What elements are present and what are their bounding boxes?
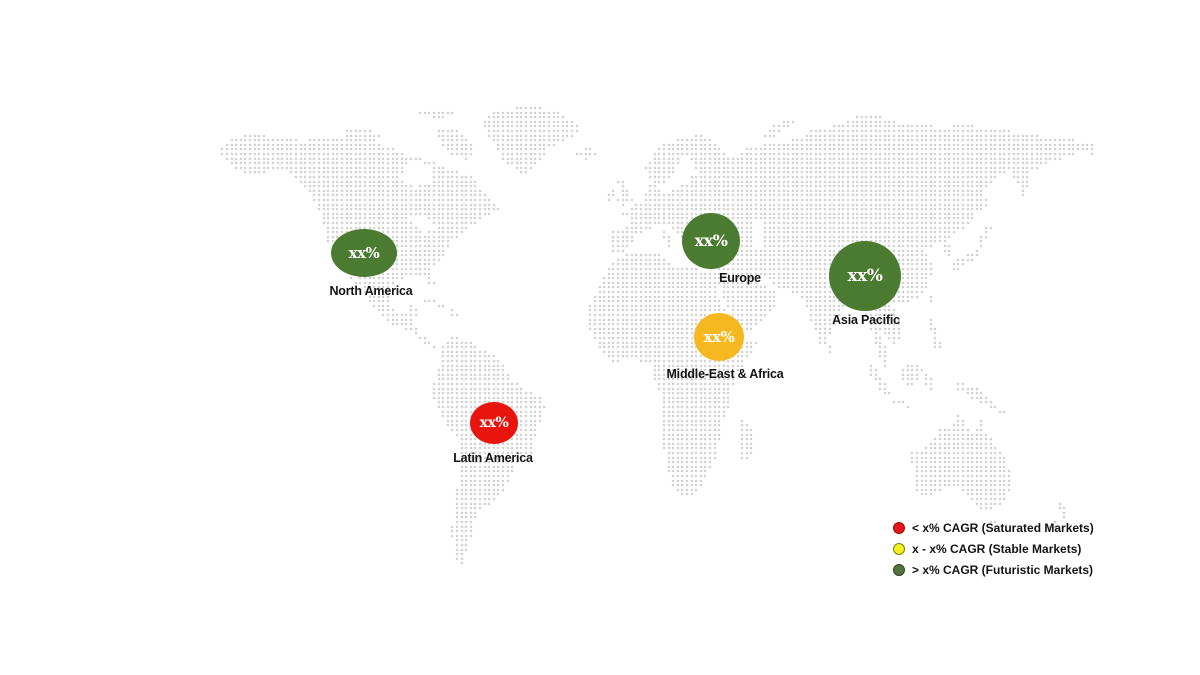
region-label-middle-east-africa: Middle-East & Africa — [666, 367, 784, 381]
region-value: xx% — [694, 231, 728, 250]
region-bubble-north-america: xx% — [331, 229, 397, 277]
legend-row: > x% CAGR (Futuristic Markets) — [893, 563, 1094, 577]
region-label-latin-america: Latin America — [453, 451, 533, 465]
legend-dot-icon — [893, 564, 905, 576]
legend-row: x - x% CAGR (Stable Markets) — [893, 542, 1094, 556]
region-value: xx% — [703, 327, 735, 346]
legend-dot-icon — [893, 522, 905, 534]
cagr-legend: < x% CAGR (Saturated Markets) x - x% CAGR… — [893, 521, 1094, 577]
region-label-asia-pacific: Asia Pacific — [832, 313, 900, 327]
region-bubble-asia-pacific: xx% — [829, 241, 901, 311]
region-bubble-middle-east-africa: xx% — [694, 313, 744, 361]
region-value: xx% — [348, 243, 380, 262]
region-label-north-america: North America — [329, 284, 413, 298]
legend-label: x - x% CAGR (Stable Markets) — [912, 542, 1082, 556]
legend-row: < x% CAGR (Saturated Markets) — [893, 521, 1094, 535]
legend-dot-icon — [893, 543, 905, 555]
region-bubble-latin-america: xx% — [470, 402, 518, 444]
legend-label: > x% CAGR (Futuristic Markets) — [912, 563, 1094, 577]
region-value: xx% — [847, 265, 883, 286]
region-label-europe: Europe — [719, 271, 761, 285]
region-value: xx% — [479, 415, 509, 431]
region-bubble-europe: xx% — [682, 213, 740, 269]
legend-label: < x% CAGR (Saturated Markets) — [912, 521, 1094, 535]
